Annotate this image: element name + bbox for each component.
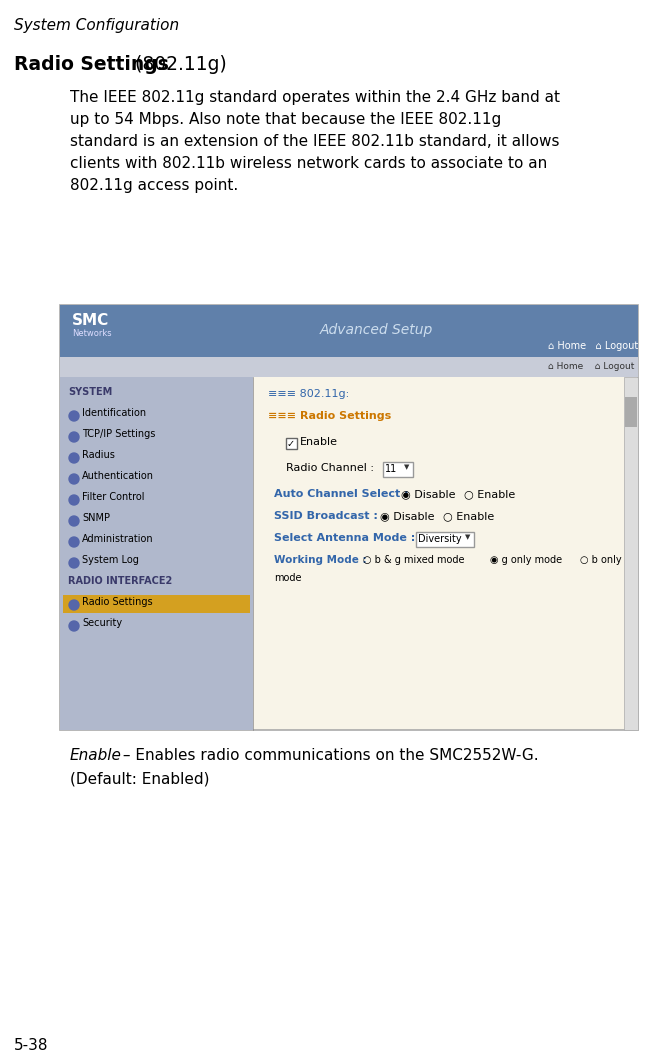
Text: ⌂ Home   ⌂ Logout: ⌂ Home ⌂ Logout [548, 341, 638, 351]
Text: System Log: System Log [82, 555, 139, 565]
Text: SYSTEM: SYSTEM [68, 387, 112, 397]
Text: Enable: Enable [300, 437, 338, 447]
Text: Diversity: Diversity [418, 534, 462, 544]
Text: The IEEE 802.11g standard operates within the 2.4 GHz band at: The IEEE 802.11g standard operates withi… [70, 90, 560, 105]
Text: ○ Enable: ○ Enable [443, 511, 494, 521]
Bar [63, 595, 250, 613]
Text: ○ Enable: ○ Enable [464, 489, 515, 499]
Bar [286, 438, 297, 449]
Text: ◉ g only mode: ◉ g only mode [490, 555, 562, 565]
Text: standard is an extension of the IEEE 802.11b standard, it allows: standard is an extension of the IEEE 802… [70, 134, 560, 149]
Circle shape [69, 453, 79, 463]
Text: System Configuration: System Configuration [14, 18, 179, 33]
Text: Administration: Administration [82, 534, 154, 544]
Bar [624, 377, 638, 730]
Bar [625, 397, 637, 427]
Text: Radio Channel :: Radio Channel : [286, 463, 377, 473]
Text: ≡≡≡ 802.11g:: ≡≡≡ 802.11g: [268, 389, 349, 399]
Circle shape [69, 558, 79, 568]
Bar [60, 377, 253, 730]
Text: Enable: Enable [70, 748, 122, 763]
Text: SNMP: SNMP [82, 513, 110, 523]
Text: Radio Settings: Radio Settings [82, 596, 152, 607]
Text: Networks: Networks [72, 329, 112, 338]
Bar [383, 462, 413, 477]
Text: ○ b & g mixed mode: ○ b & g mixed mode [363, 555, 464, 565]
Text: ◉ Disable: ◉ Disable [380, 511, 434, 521]
Text: 802.11g access point.: 802.11g access point. [70, 178, 238, 193]
Text: clients with 802.11b wireless network cards to associate to an: clients with 802.11b wireless network ca… [70, 156, 547, 171]
Text: (Default: Enabled): (Default: Enabled) [70, 772, 209, 787]
Text: RADIO INTERFACE2: RADIO INTERFACE2 [68, 576, 172, 586]
Text: ≡≡≡ Radio Settings: ≡≡≡ Radio Settings [268, 411, 391, 421]
Text: ◉ Disable: ◉ Disable [401, 489, 455, 499]
Circle shape [69, 515, 79, 526]
Text: Radius: Radius [82, 450, 115, 460]
Text: mode: mode [274, 573, 301, 583]
Circle shape [69, 474, 79, 484]
Circle shape [69, 537, 79, 547]
Bar [416, 532, 474, 547]
Text: up to 54 Mbps. Also note that because the IEEE 802.11g: up to 54 Mbps. Also note that because th… [70, 112, 501, 127]
Text: ○ b only: ○ b only [580, 555, 621, 565]
Bar [60, 357, 638, 377]
Bar [60, 305, 638, 730]
Text: Filter Control: Filter Control [82, 492, 145, 502]
Text: SSID Broadcast :: SSID Broadcast : [274, 511, 378, 521]
Circle shape [69, 600, 79, 610]
Text: Auto Channel Select :: Auto Channel Select : [274, 489, 409, 499]
Circle shape [69, 411, 79, 421]
Circle shape [69, 621, 79, 631]
Text: Select Antenna Mode :: Select Antenna Mode : [274, 533, 415, 543]
Text: ▼: ▼ [404, 464, 409, 470]
Circle shape [69, 432, 79, 442]
Text: ✓: ✓ [287, 439, 295, 449]
Text: Radio Settings: Radio Settings [14, 55, 169, 74]
Text: Identification: Identification [82, 408, 146, 418]
Text: ⌂ Home    ⌂ Logout: ⌂ Home ⌂ Logout [548, 362, 634, 371]
Text: Advanced Setup: Advanced Setup [320, 323, 434, 337]
Text: 11: 11 [385, 464, 397, 474]
Circle shape [69, 495, 79, 505]
Text: SMC: SMC [72, 313, 109, 328]
Bar [60, 305, 638, 357]
Text: – Enables radio communications on the SMC2552W-G.: – Enables radio communications on the SM… [118, 748, 539, 763]
Text: (802.11g): (802.11g) [129, 55, 227, 74]
Text: 5-38: 5-38 [14, 1038, 48, 1052]
Text: Authentication: Authentication [82, 471, 154, 481]
Text: Security: Security [82, 618, 122, 628]
Text: ▼: ▼ [465, 534, 470, 540]
Text: Working Mode :: Working Mode : [274, 555, 367, 565]
Text: TCP/IP Settings: TCP/IP Settings [82, 429, 156, 439]
